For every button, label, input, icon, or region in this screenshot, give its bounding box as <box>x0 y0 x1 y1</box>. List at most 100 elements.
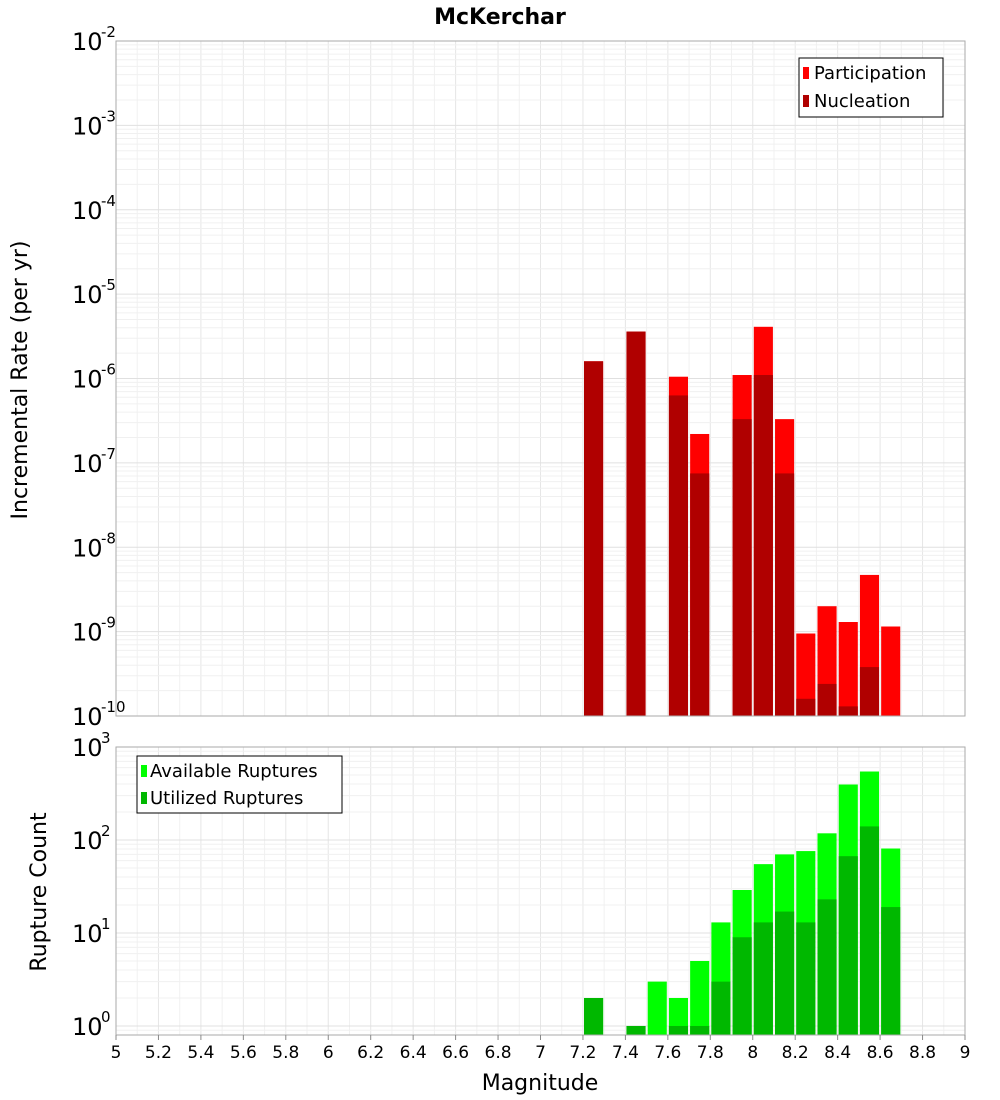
legend-label-available: Available Ruptures <box>150 761 318 782</box>
bar-utilized-ruptures <box>881 907 901 1035</box>
bottom-legend-box <box>136 755 343 814</box>
x-tick-label: 6.4 <box>400 1043 427 1063</box>
y-tick-label: 10 <box>72 703 103 731</box>
bottom-y-axis-label: Rupture Count <box>27 812 52 972</box>
bar-available-ruptures <box>690 960 710 1035</box>
x-tick-label: 6 <box>323 1043 334 1063</box>
bar-participation <box>881 626 901 716</box>
x-tick-label: 5.6 <box>230 1043 257 1063</box>
bar-participation <box>838 622 858 716</box>
top-plot-border <box>115 40 966 717</box>
y-tick-label: 10 <box>72 920 103 948</box>
bar-participation <box>796 633 816 716</box>
bottom-bars <box>584 771 901 1035</box>
x-tick-label: 7.6 <box>654 1043 681 1063</box>
y-tick-label: 10 <box>72 450 103 478</box>
y-tick-label: 10 <box>72 197 103 225</box>
y-tick-exponent: -10 <box>101 698 126 716</box>
bar-utilized-ruptures <box>775 911 795 1035</box>
bar-available-ruptures <box>668 997 689 1035</box>
x-tick-label: 7 <box>535 1043 546 1063</box>
y-tick-exponent: -2 <box>101 23 116 41</box>
bar-utilized-ruptures <box>668 1025 689 1035</box>
legend-swatch-available <box>141 765 147 777</box>
bar-utilized-ruptures <box>626 1025 646 1035</box>
y-tick-label: 10 <box>72 281 103 309</box>
x-tick-label: 6.8 <box>485 1043 512 1063</box>
y-tick-exponent: 3 <box>101 729 111 747</box>
bar-utilized-ruptures <box>711 981 731 1035</box>
bottom-legend: Available Ruptures Utilized Ruptures <box>136 755 343 814</box>
y-tick-exponent: 1 <box>101 915 111 933</box>
y-tick-exponent: -4 <box>101 192 116 210</box>
x-axis-label: Magnitude <box>482 1071 599 1096</box>
bar-nucleation <box>668 395 689 716</box>
y-tick-exponent: -5 <box>101 276 116 294</box>
x-tick-label: 6.6 <box>442 1043 469 1063</box>
y-tick-exponent: 0 <box>101 1008 111 1026</box>
legend-label-nucleation: Nucleation <box>814 91 910 112</box>
y-tick-label: 10 <box>72 534 103 562</box>
bar-nucleation <box>753 375 773 716</box>
bar-nucleation <box>690 473 710 716</box>
y-tick-label: 10 <box>72 366 103 394</box>
y-tick-label: 10 <box>72 1013 103 1041</box>
legend-swatch-nucleation <box>803 95 809 107</box>
legend-label-utilized: Utilized Ruptures <box>150 788 303 809</box>
y-tick-label: 10 <box>72 734 103 762</box>
x-tick-label: 8 <box>747 1043 758 1063</box>
x-tick-label: 8.8 <box>909 1043 936 1063</box>
bar-utilized-ruptures <box>796 922 816 1035</box>
y-tick-label: 10 <box>72 112 103 140</box>
bar-utilized-ruptures <box>732 937 752 1035</box>
x-tick-label: 7.8 <box>697 1043 724 1063</box>
top-legend-box <box>798 57 944 118</box>
y-tick-label: 10 <box>72 827 103 855</box>
x-tick-label: 6.2 <box>357 1043 384 1063</box>
y-tick-label: 10 <box>72 619 103 647</box>
x-tick-label: 7.2 <box>569 1043 596 1063</box>
legend-swatch-utilized <box>141 792 147 804</box>
x-tick-label: 9 <box>960 1043 971 1063</box>
bar-nucleation <box>584 361 604 716</box>
x-tick-label: 7.4 <box>612 1043 639 1063</box>
bar-nucleation <box>838 706 858 716</box>
y-tick-exponent: -3 <box>101 107 116 125</box>
bar-nucleation <box>626 331 646 716</box>
x-tick-label: 8.4 <box>824 1043 851 1063</box>
top-grid <box>115 40 966 717</box>
bottom-x-ticks: 5 5.2 5.4 5.6 5.8 6 6.2 6.4 6.6 6.8 7 7.2 7.4 7.6 7.8 8… <box>111 1035 971 1063</box>
bar-nucleation <box>796 698 816 716</box>
top-legend: Participation Nucleation <box>798 57 944 118</box>
bar-nucleation <box>732 419 752 716</box>
bar-utilized-ruptures <box>817 899 837 1035</box>
y-tick-exponent: -6 <box>101 361 116 379</box>
x-tick-label: 8.6 <box>867 1043 894 1063</box>
bar-nucleation <box>775 473 795 716</box>
bar-utilized-ruptures <box>753 922 773 1035</box>
bar-utilized-ruptures <box>838 856 858 1035</box>
x-tick-label: 5 <box>111 1043 122 1063</box>
bar-available-ruptures <box>647 981 667 1035</box>
legend-label-participation: Participation <box>814 63 926 84</box>
legend-swatch-participation <box>803 67 809 79</box>
bar-utilized-ruptures <box>584 997 604 1035</box>
bar-nucleation <box>817 683 837 716</box>
bar-nucleation <box>859 667 880 716</box>
y-tick-exponent: 2 <box>101 822 111 840</box>
x-tick-label: 5.2 <box>145 1043 172 1063</box>
bar-utilized-ruptures <box>859 826 880 1035</box>
y-tick-exponent: -9 <box>101 614 116 632</box>
top-bars <box>584 326 901 716</box>
chart-title: McKerchar <box>434 5 566 30</box>
bar-utilized-ruptures <box>690 1025 710 1035</box>
y-tick-label: 10 <box>72 28 103 56</box>
x-tick-label: 8.2 <box>782 1043 809 1063</box>
x-tick-label: 5.4 <box>187 1043 214 1063</box>
x-tick-label: 5.8 <box>272 1043 299 1063</box>
